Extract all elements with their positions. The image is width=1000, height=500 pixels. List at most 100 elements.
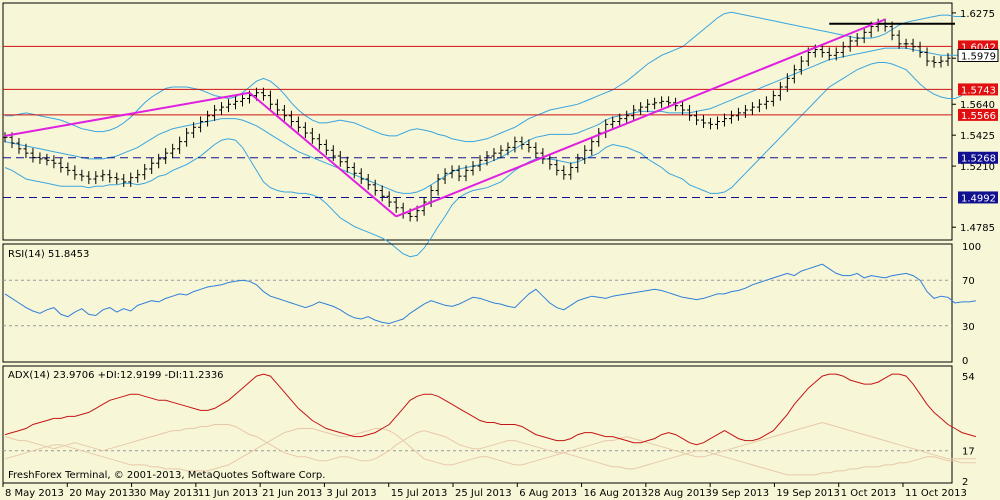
adx-line xyxy=(4,373,977,446)
price-bar xyxy=(323,139,329,156)
plus-di-line xyxy=(4,421,976,462)
price-bar xyxy=(945,53,951,67)
price-bar xyxy=(910,38,916,52)
price-bar xyxy=(749,102,755,116)
price-bar xyxy=(847,35,853,52)
price-bar xyxy=(2,132,8,143)
price-bar xyxy=(309,127,315,144)
price-bar xyxy=(763,96,769,110)
price-bar xyxy=(267,90,273,110)
adx-axis-label: 2 xyxy=(962,477,968,488)
price-bar xyxy=(484,150,490,166)
price-bar xyxy=(274,99,280,116)
price-axis-label: 1.5640 xyxy=(960,100,995,111)
time-axis-label: 11 Oct 2013 xyxy=(905,488,967,499)
price-bar xyxy=(826,47,832,61)
price-axis-label: 1.5210 xyxy=(960,162,995,173)
time-axis-label: 3 Jul 2013 xyxy=(326,488,376,499)
price-bar xyxy=(316,133,322,150)
price-bar xyxy=(777,81,783,101)
price-bar xyxy=(819,44,825,58)
price-bar xyxy=(840,41,846,58)
price-bar xyxy=(163,148,169,164)
price-bar xyxy=(861,27,867,44)
price-bar xyxy=(288,110,294,127)
price-bar xyxy=(219,102,225,116)
adx-panel[interactable]: ADX(14) 23.9706 +DI:12.9199 -DI:11.2336 … xyxy=(2,365,977,488)
price-panel-frame xyxy=(2,2,953,241)
time-axis-label: 16 Aug 2013 xyxy=(584,488,648,499)
price-bar xyxy=(638,102,644,116)
price-bar xyxy=(547,153,553,170)
time-axis-label: 9 Sep 2013 xyxy=(712,488,769,499)
price-bar xyxy=(233,96,239,110)
price-bar xyxy=(442,168,448,185)
price-bar xyxy=(610,116,616,130)
price-bar xyxy=(756,99,762,113)
price-bar xyxy=(582,145,588,164)
price-bar xyxy=(93,171,99,185)
price-bar xyxy=(344,156,350,173)
price-bar xyxy=(128,172,134,187)
price-bar xyxy=(463,165,469,182)
price-bar xyxy=(903,38,909,49)
price-bar xyxy=(652,97,658,110)
level-label-box xyxy=(958,108,998,121)
rsi-panel[interactable]: RSI(14) 51.8453 100 70 30 0 xyxy=(2,242,981,367)
price-bar xyxy=(854,33,860,46)
current-price-box xyxy=(957,48,999,62)
time-axis-label: 6 Aug 2013 xyxy=(519,488,577,499)
trendline xyxy=(248,91,397,218)
adx-axis-label: 54 xyxy=(962,372,975,383)
price-bar xyxy=(680,100,686,116)
price-bar xyxy=(617,113,623,127)
price-bar xyxy=(519,136,525,150)
price-bar xyxy=(533,142,539,159)
adx-axis-label: 17 xyxy=(962,447,975,458)
price-bar xyxy=(554,159,560,176)
trendline xyxy=(4,91,250,137)
price-bar xyxy=(191,122,197,139)
price-bar xyxy=(589,136,595,156)
price-bar xyxy=(631,104,637,121)
price-bar xyxy=(449,165,455,179)
price-bar xyxy=(798,56,804,75)
price-bar xyxy=(44,153,50,166)
price-bar xyxy=(30,148,36,163)
price-bar xyxy=(184,127,190,147)
price-bar xyxy=(393,197,399,213)
price-axis-label: 1.5425 xyxy=(960,131,995,142)
trendline xyxy=(395,18,886,218)
time-axis-label: 28 Aug 2013 xyxy=(648,488,712,499)
price-bar xyxy=(149,158,155,174)
price-bar xyxy=(456,165,462,182)
adx-axis: 54 17 2 xyxy=(962,372,975,488)
price-bar xyxy=(114,172,120,185)
rsi-line xyxy=(4,263,976,325)
price-bar xyxy=(491,148,497,162)
price-bar xyxy=(121,173,127,187)
price-bar xyxy=(714,116,720,130)
rsi-title: RSI(14) 51.8453 xyxy=(8,249,89,260)
price-bar xyxy=(170,143,176,159)
price-bar xyxy=(498,145,504,159)
price-bar xyxy=(540,148,546,164)
rsi-axis-label: 70 xyxy=(962,276,975,287)
price-bar xyxy=(135,169,141,183)
price-bar xyxy=(659,96,665,108)
level-labels: 1.6042 1.5743 1.5566 1.5268 1.4992 1.5979 xyxy=(957,40,999,204)
current-price-label: 1.5979 xyxy=(961,51,996,62)
price-bar xyxy=(351,162,357,179)
price-axis-label: 1.4785 xyxy=(960,223,995,234)
level-label: 1.5566 xyxy=(961,111,996,122)
price-bar xyxy=(37,152,43,164)
adx-title: ADX(14) 23.9706 +DI:12.9199 -DI:11.2336 xyxy=(8,370,224,381)
price-bar xyxy=(896,30,902,49)
rsi-panel-frame xyxy=(2,243,953,363)
price-bar xyxy=(701,115,707,128)
time-axis-label: 21 Jun 2013 xyxy=(262,488,322,499)
price-bar xyxy=(330,145,336,162)
